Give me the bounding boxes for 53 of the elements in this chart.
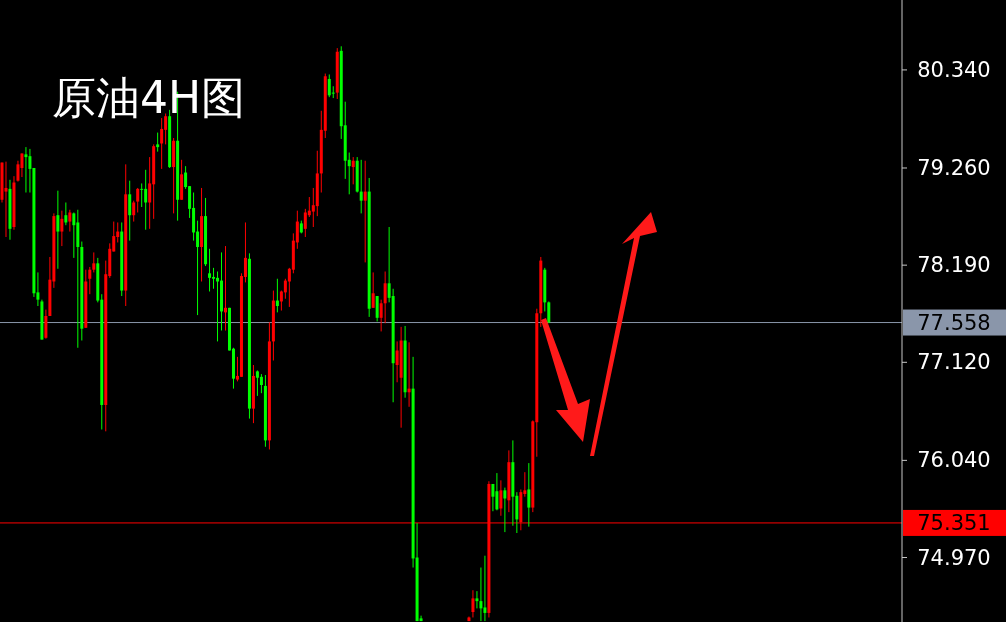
y-tick-label: 76.040 [917, 448, 991, 473]
candlestick [499, 479, 503, 517]
candlestick [60, 210, 64, 247]
candlestick [303, 208, 307, 238]
text: 原油4H图 [52, 72, 246, 123]
candlestick [160, 117, 164, 170]
candlestick [164, 113, 168, 145]
candlestick [479, 567, 483, 622]
candlestick [503, 487, 507, 533]
candlestick [255, 369, 259, 397]
candlestick [64, 201, 68, 226]
candlestick [383, 271, 387, 324]
y-tick-label: 77.120 [917, 350, 991, 375]
candlestick [92, 251, 96, 273]
candlestick [363, 160, 367, 263]
candlestick [283, 278, 287, 300]
candlestick [132, 200, 136, 223]
candlestick [375, 295, 379, 322]
candlestick [495, 472, 499, 511]
candlestick [527, 462, 531, 528]
candlestick [140, 182, 144, 208]
y-tick-label: 80.340 [917, 57, 991, 82]
candlestick [72, 211, 76, 259]
candlestick [359, 159, 363, 214]
candlestick [144, 169, 148, 231]
candlestick [20, 152, 24, 178]
candlestick [56, 190, 60, 270]
candlestick [24, 146, 28, 193]
y-tick-label: 78.190 [917, 253, 991, 278]
candlestick [196, 220, 200, 316]
candlestick [208, 248, 212, 292]
candlestick [156, 132, 160, 153]
candlestick [275, 278, 279, 313]
candlestick [136, 187, 140, 213]
candlestick [68, 209, 72, 233]
candlestick [483, 555, 487, 622]
candlestick [128, 180, 132, 242]
ref-line-label: 75.351 [917, 510, 991, 535]
y-tick-label: 79.260 [917, 155, 991, 180]
ref-line-label: 77.558 [917, 310, 991, 335]
candlestick [547, 300, 551, 324]
candlestick [259, 373, 263, 394]
candlestick [471, 589, 475, 618]
candlestick [4, 161, 8, 238]
candlestick [491, 483, 495, 512]
candlestick [371, 271, 375, 309]
candlestick [475, 590, 479, 609]
candlestick [351, 156, 355, 185]
candlestick [88, 266, 92, 295]
candlestick [327, 73, 331, 98]
candlestick [395, 340, 399, 383]
y-tick-label: 74.970 [917, 545, 991, 570]
candlestick [212, 267, 216, 290]
